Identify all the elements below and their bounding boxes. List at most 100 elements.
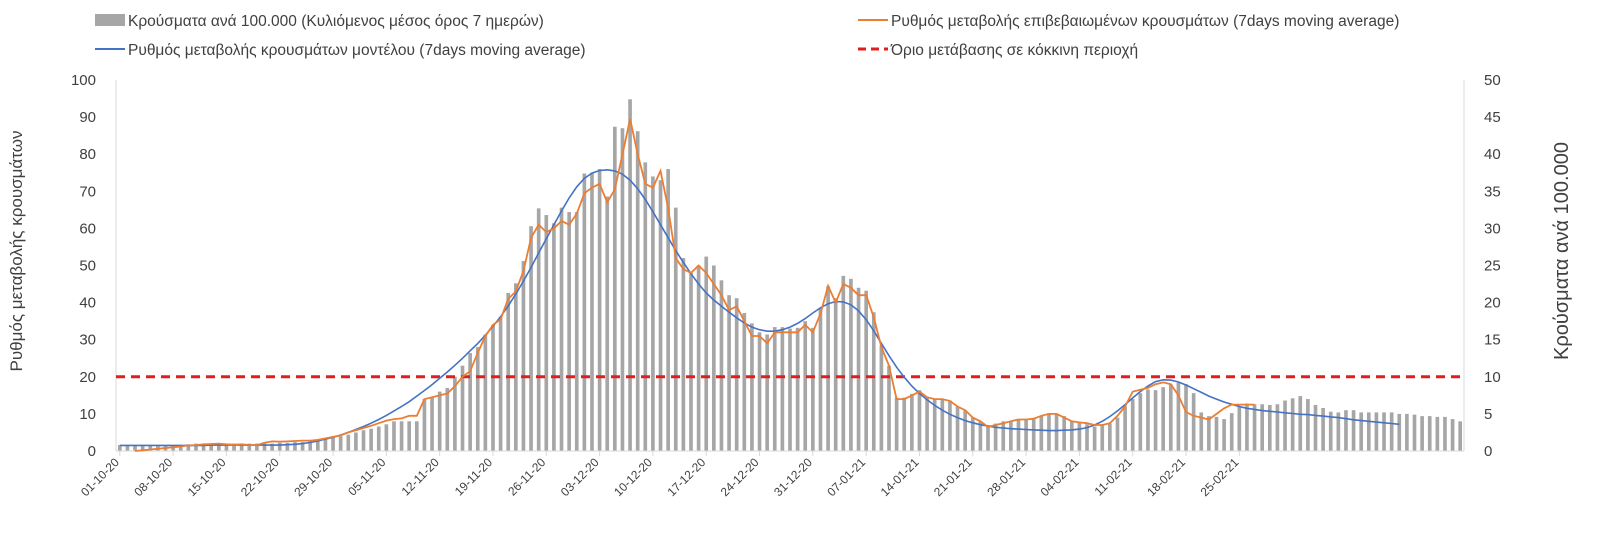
bar: [818, 308, 823, 451]
bar: [536, 208, 541, 451]
bar: [1222, 419, 1226, 451]
bar: [940, 399, 945, 451]
x-tick-label: 08-10-20: [131, 455, 175, 499]
bar: [125, 445, 130, 451]
bar: [620, 128, 625, 452]
bar: [925, 397, 929, 451]
x-tick-label: 14-01-21: [878, 455, 922, 499]
bar: [894, 397, 899, 451]
bar: [635, 131, 640, 451]
bar: [1062, 416, 1066, 451]
bar: [727, 295, 731, 451]
bar: [1374, 412, 1379, 451]
x-tick-label: 22-10-20: [238, 455, 282, 499]
bar: [514, 283, 518, 451]
legend-label-orange: Ρυθμός μεταβολής επιβεβαιωμένων κρουσμάτ…: [891, 13, 1399, 30]
bar: [864, 290, 868, 451]
bar: [1199, 412, 1204, 451]
y-axis-left-title: Ρυθμός μεταβολής κρουσμάτων: [7, 131, 26, 372]
y-left-tick-label: 30: [79, 332, 96, 349]
bar: [1138, 393, 1143, 451]
y-right-tick-label: 20: [1484, 295, 1501, 312]
bar: [1184, 384, 1188, 451]
y-right-tick-label: 30: [1484, 220, 1501, 237]
bar: [719, 280, 724, 451]
bar: [734, 298, 739, 451]
bar: [498, 316, 503, 451]
bar: [376, 426, 381, 451]
bar: [673, 207, 678, 451]
bar: [1443, 416, 1447, 451]
bar: [643, 162, 648, 451]
bar: [1435, 416, 1440, 451]
y-left-tick-label: 20: [79, 369, 96, 386]
x-tick-label: 07-01-21: [824, 455, 868, 499]
y-left-tick-label: 60: [79, 220, 96, 237]
bar: [795, 327, 800, 451]
bar: [1382, 412, 1386, 451]
y-left-tick-label: 50: [79, 258, 96, 275]
bar: [1237, 406, 1242, 451]
bar: [772, 327, 777, 451]
bar: [285, 442, 290, 451]
y-left-tick-label: 0: [88, 443, 96, 460]
bar: [590, 172, 594, 451]
bar: [354, 432, 358, 451]
bar: [437, 391, 442, 451]
bar: [140, 445, 145, 451]
bar: [186, 444, 191, 451]
bar: [1191, 393, 1196, 451]
bar: [1092, 426, 1097, 451]
x-tick-label: 17-12-20: [664, 455, 708, 499]
bar: [986, 425, 990, 451]
y-axis-left-ticks: 0 10 20 30 40 50 60 70 80 90 100: [71, 72, 96, 460]
x-tick-label: 28-01-21: [984, 455, 1028, 499]
x-tick-label: 10-12-20: [611, 455, 655, 499]
x-tick-label: 31-12-20: [771, 455, 815, 499]
x-tick-label: 01-10-20: [78, 455, 122, 499]
bar: [605, 196, 610, 451]
bar: [399, 421, 404, 451]
bar: [1024, 419, 1028, 451]
bar: [232, 443, 236, 451]
bar: [910, 393, 914, 451]
bar: [1412, 414, 1417, 451]
x-axis-ticks: 01-10-20 08-10-20 15-10-20 22-10-20 29-10-20…: [78, 451, 1242, 499]
bar: [1397, 413, 1402, 451]
bar: [1450, 419, 1455, 451]
bar: [262, 443, 267, 451]
bar: [788, 328, 792, 451]
bar: [1161, 387, 1166, 451]
bar: [194, 443, 198, 451]
bar: [833, 298, 838, 451]
x-tick-label: 21-01-21: [931, 455, 975, 499]
bar: [1336, 412, 1341, 451]
y-right-tick-label: 45: [1484, 109, 1501, 126]
bar: [392, 421, 396, 451]
bar: [955, 406, 960, 451]
bar: [826, 286, 830, 451]
bar: [1054, 413, 1059, 451]
bar: [430, 397, 434, 451]
bar: [1115, 417, 1120, 451]
x-tick-label: 11-02-21: [1092, 455, 1135, 498]
y-left-tick-label: 10: [79, 406, 96, 423]
bar: [361, 430, 366, 451]
bar: [1108, 423, 1112, 451]
bar: [704, 256, 709, 451]
bar: [1359, 412, 1364, 451]
bar: [323, 439, 328, 451]
bar: [963, 410, 967, 451]
bar: [871, 312, 876, 451]
y-right-tick-label: 5: [1484, 406, 1492, 423]
bar: [651, 176, 655, 451]
y-right-tick-label: 40: [1484, 146, 1501, 163]
bar: [277, 442, 282, 451]
bar: [453, 376, 457, 451]
bar: [567, 212, 571, 451]
bar: [1328, 411, 1333, 451]
bar: [201, 443, 206, 451]
x-tick-label: 25-02-21: [1198, 455, 1242, 499]
bar: [239, 443, 244, 451]
